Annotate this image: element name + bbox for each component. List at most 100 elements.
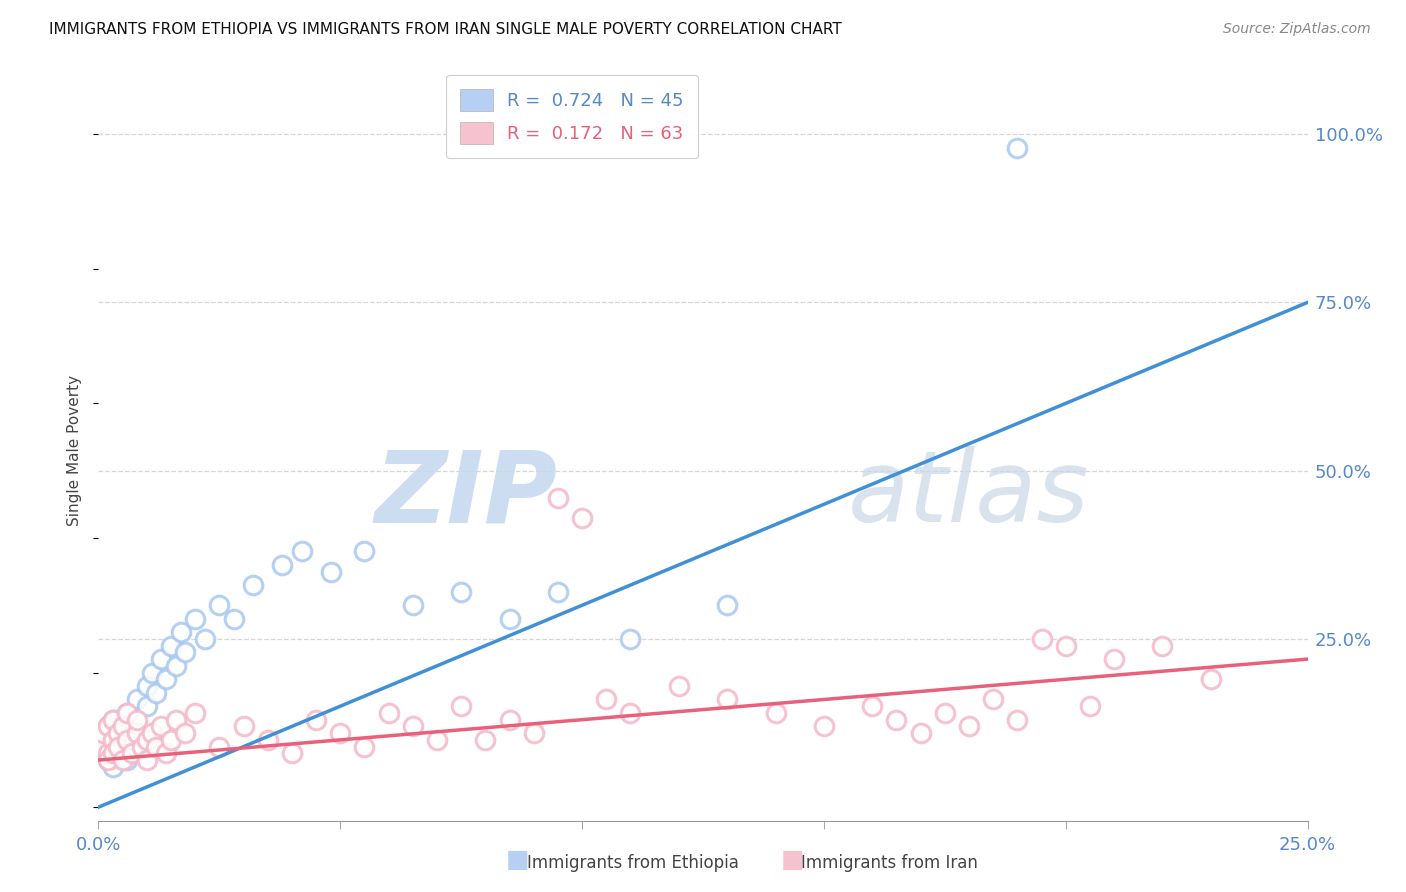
Text: IMMIGRANTS FROM ETHIOPIA VS IMMIGRANTS FROM IRAN SINGLE MALE POVERTY CORRELATION: IMMIGRANTS FROM ETHIOPIA VS IMMIGRANTS F… — [49, 22, 842, 37]
Point — [169, 625, 191, 640]
Point — [957, 719, 980, 733]
Point — [402, 599, 425, 613]
Point — [329, 726, 352, 740]
Point — [319, 565, 342, 579]
Point — [107, 726, 129, 740]
Point — [668, 679, 690, 693]
Point — [174, 645, 197, 659]
Point — [101, 760, 124, 774]
Point — [155, 673, 177, 687]
Point — [101, 726, 124, 740]
Point — [145, 686, 167, 700]
Point — [1078, 699, 1101, 714]
Point — [141, 726, 163, 740]
Point — [135, 732, 157, 747]
Point — [1054, 639, 1077, 653]
Text: ZIP: ZIP — [375, 446, 558, 543]
Point — [101, 732, 124, 747]
Point — [111, 739, 134, 754]
Point — [765, 706, 787, 720]
Point — [1152, 639, 1174, 653]
Point — [121, 732, 143, 747]
Point — [111, 719, 134, 733]
Point — [619, 706, 641, 720]
Point — [305, 713, 328, 727]
Point — [107, 732, 129, 747]
Text: ■: ■ — [506, 848, 530, 872]
Point — [934, 706, 956, 720]
Point — [107, 747, 129, 761]
Point — [91, 739, 114, 754]
Point — [1031, 632, 1053, 646]
Text: Immigrants from Iran: Immigrants from Iran — [801, 855, 979, 872]
Point — [141, 665, 163, 680]
Point — [271, 558, 294, 572]
Point — [450, 699, 472, 714]
Point — [174, 726, 197, 740]
Point — [886, 713, 908, 727]
Point — [111, 719, 134, 733]
Point — [127, 726, 149, 740]
Point — [208, 599, 231, 613]
Point — [222, 612, 245, 626]
Point — [127, 692, 149, 706]
Point — [1007, 140, 1029, 154]
Point — [97, 719, 120, 733]
Point — [426, 732, 449, 747]
Point — [232, 719, 254, 733]
Point — [91, 726, 114, 740]
Point — [184, 612, 207, 626]
Point — [498, 713, 520, 727]
Point — [523, 726, 546, 740]
Point — [194, 632, 217, 646]
Point — [101, 713, 124, 727]
Point — [716, 599, 738, 613]
Point — [97, 753, 120, 767]
Point — [813, 719, 835, 733]
Point — [547, 491, 569, 505]
Point — [910, 726, 932, 740]
Point — [97, 747, 120, 761]
Text: atlas: atlas — [848, 446, 1090, 543]
Point — [127, 726, 149, 740]
Point — [127, 713, 149, 727]
Point — [135, 699, 157, 714]
Point — [1102, 652, 1125, 666]
Point — [281, 747, 304, 761]
Point — [97, 739, 120, 754]
Y-axis label: Single Male Poverty: Single Male Poverty — [67, 375, 83, 526]
Point — [860, 699, 883, 714]
Point — [121, 747, 143, 761]
Text: ■: ■ — [780, 848, 804, 872]
Point — [353, 544, 375, 558]
Point — [498, 612, 520, 626]
Point — [150, 652, 173, 666]
Point — [117, 753, 139, 767]
Point — [981, 692, 1004, 706]
Point — [547, 584, 569, 599]
Point — [165, 658, 187, 673]
Point — [290, 544, 312, 558]
Point — [595, 692, 617, 706]
Point — [377, 706, 399, 720]
Point — [716, 692, 738, 706]
Point — [353, 739, 375, 754]
Point — [101, 713, 124, 727]
Point — [619, 632, 641, 646]
Text: Source: ZipAtlas.com: Source: ZipAtlas.com — [1223, 22, 1371, 37]
Point — [135, 679, 157, 693]
Point — [1199, 673, 1222, 687]
Point — [117, 706, 139, 720]
Point — [450, 584, 472, 599]
Point — [571, 510, 593, 524]
Point — [242, 578, 264, 592]
Point — [1007, 713, 1029, 727]
Point — [97, 753, 120, 767]
Point — [135, 753, 157, 767]
Point — [107, 739, 129, 754]
Point — [150, 719, 173, 733]
Point — [155, 747, 177, 761]
Point — [184, 706, 207, 720]
Point — [160, 732, 183, 747]
Point — [256, 732, 278, 747]
